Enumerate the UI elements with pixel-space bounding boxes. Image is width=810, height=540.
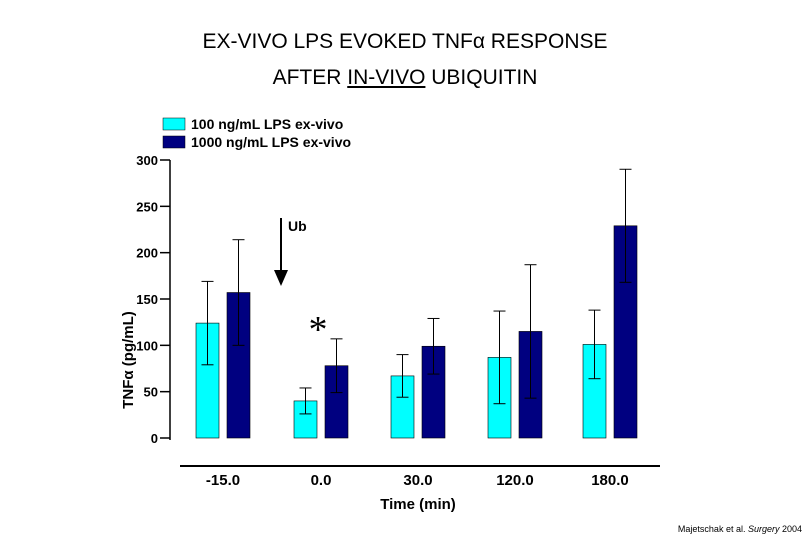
y-tick-label: 0 xyxy=(151,431,158,446)
legend-label: 1000 ng/mL LPS ex-vivo xyxy=(191,134,351,150)
x-tick-label: 0.0 xyxy=(311,472,332,489)
legend-swatch xyxy=(162,135,186,149)
y-tick-label: 150 xyxy=(136,292,158,307)
y-axis-title: TNFα (pg/mL) xyxy=(120,311,137,409)
x-tick-label: 120.0 xyxy=(496,472,534,489)
bars xyxy=(195,168,638,439)
y-axis-label: TNFα (pg/mL) xyxy=(120,311,137,409)
y-tick-label: 100 xyxy=(136,338,158,353)
y-tick-label: 300 xyxy=(136,153,158,168)
chart-title-line-2: AFTER IN-VIVO UBIQUITIN xyxy=(272,66,538,89)
y-tick-label: 200 xyxy=(136,246,158,261)
legend: 100 ng/mL LPS ex-vivo 1000 ng/mL LPS ex-v… xyxy=(162,116,351,150)
legend-swatch xyxy=(162,117,186,131)
y-tick-label: 250 xyxy=(136,199,158,214)
y-axis: 0 50 100 150 200 250 300 xyxy=(136,153,171,446)
x-axis-title: Time (min) xyxy=(380,496,456,513)
x-tick-label: -15.0 xyxy=(206,472,240,489)
annotations: Ub * xyxy=(274,218,328,351)
x-tick-label: 30.0 xyxy=(403,472,432,489)
legend-label: 100 ng/mL LPS ex-vivo xyxy=(191,116,343,132)
x-tick-label: 180.0 xyxy=(591,472,629,489)
significance-star: * xyxy=(309,309,328,351)
chart-title-line-1: EX-VIVO LPS EVOKED TNFα RESPONSE xyxy=(202,30,608,53)
citation: Majetschak et al. Surgery 2004 xyxy=(677,524,802,534)
x-axis: -15.0 0.0 30.0 120.0 180.0 Time (min) xyxy=(180,465,660,513)
y-tick-label: 50 xyxy=(144,385,158,400)
ub-label: Ub xyxy=(288,218,307,234)
ub-arrow-head xyxy=(274,270,288,286)
